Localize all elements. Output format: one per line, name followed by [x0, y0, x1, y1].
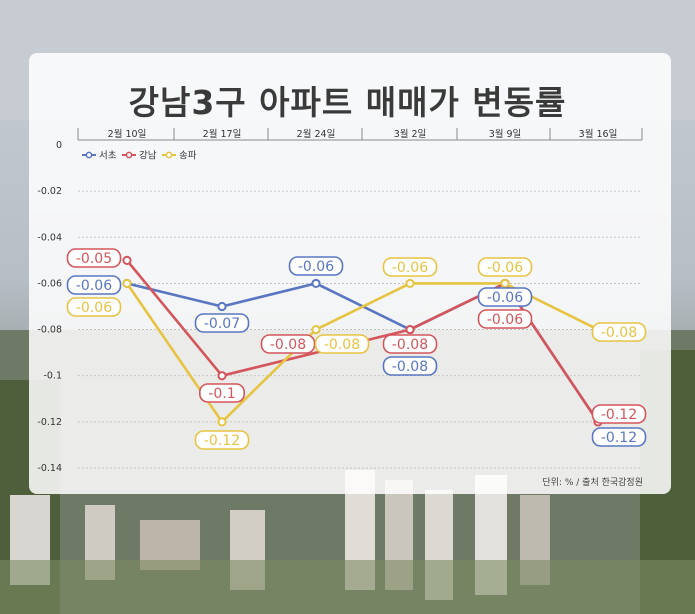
x-tick-label: 3월 16일: [579, 128, 618, 140]
y-tick-label: -0.04: [37, 232, 62, 243]
data-label: -0.08: [392, 337, 428, 353]
data-label: -0.06: [76, 278, 112, 294]
data-label-pill: [194, 313, 250, 333]
data-point: [122, 278, 132, 289]
data-point: [217, 301, 227, 312]
x-tick-label: 2월 17일: [203, 128, 242, 140]
data-label: -0.08: [601, 325, 637, 341]
data-point: [405, 324, 415, 335]
data-point: [405, 278, 415, 289]
y-tick-label: -0.14: [37, 463, 62, 474]
legend-label: 송파: [179, 151, 197, 162]
data-label-pill: [477, 287, 533, 307]
data-label-pill: [477, 257, 533, 277]
x-tick-label: 3월 9일: [489, 128, 522, 140]
data-label: -0.05: [76, 251, 112, 267]
data-label-pill: [382, 356, 438, 376]
data-point: [217, 371, 227, 381]
data-label: -0.12: [601, 407, 637, 423]
legend-label: 서초: [99, 151, 117, 162]
data-label-pill: [199, 383, 246, 403]
y-tick-label: 0: [56, 140, 62, 151]
legend-label: 강남: [139, 151, 157, 162]
x-tick-label: 3월 2일: [394, 128, 427, 140]
data-label-pill: [477, 309, 533, 329]
data-label: -0.06: [76, 300, 112, 316]
chart-card: [29, 53, 671, 494]
data-label: -0.12: [204, 433, 240, 449]
data-label-pill: [382, 257, 438, 277]
chart-title: 강남3구 아파트 매매가 변동률: [128, 83, 567, 122]
data-label-pill: [591, 322, 647, 342]
data-point: [122, 255, 132, 265]
data-point: [311, 278, 321, 289]
y-tick-label: -0.12: [37, 417, 62, 428]
data-point: [500, 278, 510, 289]
data-label-pill: [66, 275, 122, 295]
data-label-pill: [288, 256, 344, 276]
data-label: -0.1: [208, 386, 235, 402]
data-label: -0.08: [270, 337, 306, 353]
data-point: [217, 417, 227, 427]
y-tick-label: -0.1: [43, 371, 62, 382]
x-tick-label: 2월 24일: [297, 128, 336, 140]
data-label: -0.12: [601, 430, 637, 446]
data-label-pill: [66, 248, 122, 268]
legend-marker: [85, 151, 93, 159]
y-tick-label: -0.06: [37, 278, 62, 289]
y-tick-label: -0.02: [37, 186, 62, 197]
data-point: [311, 324, 321, 335]
data-label-pill: [260, 334, 316, 354]
x-tick-label: 2월 10일: [108, 128, 147, 140]
y-tick-label: -0.08: [37, 325, 62, 336]
data-label: -0.08: [392, 359, 428, 375]
data-label: -0.06: [487, 260, 523, 276]
data-label: -0.06: [392, 260, 428, 276]
legend-marker: [165, 151, 173, 159]
data-label: -0.07: [204, 316, 240, 332]
data-label-pill: [314, 334, 370, 354]
data-label-pill: [591, 404, 647, 424]
data-label-pill: [194, 430, 250, 450]
data-label: -0.06: [487, 290, 523, 306]
data-label-pill: [591, 427, 647, 447]
source-note: 단위: % / 출처 한국감정원: [542, 478, 643, 488]
data-label: -0.06: [298, 259, 334, 275]
data-label-pill: [66, 297, 122, 317]
data-label: -0.06: [487, 312, 523, 328]
legend-marker: [125, 151, 133, 159]
data-label: -0.08: [324, 337, 360, 353]
data-label-pill: [382, 334, 438, 354]
